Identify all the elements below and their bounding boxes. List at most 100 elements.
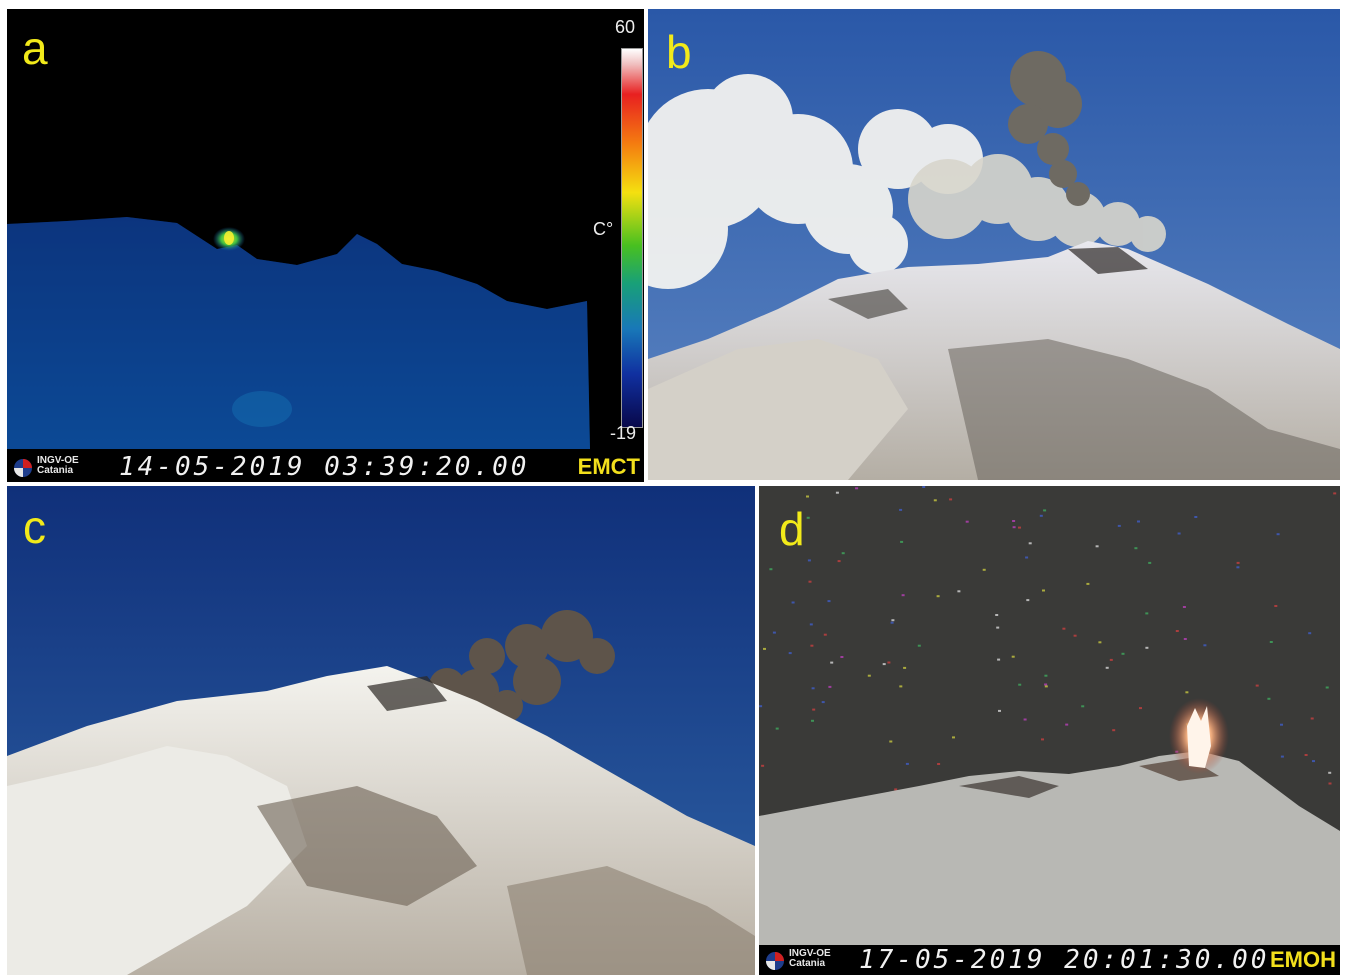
- noise-speck: [811, 687, 815, 690]
- noise-speck: [1073, 634, 1077, 637]
- noise-speck: [1026, 599, 1030, 602]
- noise-speck: [1012, 526, 1016, 529]
- noise-speck: [905, 762, 909, 765]
- noise-speck: [1185, 691, 1189, 694]
- ash-emission-scene: [7, 486, 755, 975]
- noise-speck: [996, 626, 1000, 629]
- overlay-bar-d: INGV-OE Catania 17-05-2019 20:01:30.00 E…: [759, 945, 1340, 975]
- noise-speck: [1236, 561, 1240, 564]
- noise-speck: [899, 685, 903, 688]
- noise-speck: [1308, 632, 1312, 635]
- noise-speck: [1328, 771, 1332, 774]
- noise-speck: [811, 719, 814, 722]
- noise-speck: [1328, 782, 1332, 785]
- noise-speck: [808, 580, 812, 583]
- noise-speck: [1028, 542, 1032, 545]
- noise-speck: [900, 540, 904, 543]
- noise-speck: [1312, 760, 1315, 763]
- noise-speck: [828, 685, 832, 688]
- noise-speck: [1255, 684, 1259, 687]
- noise-speck: [1274, 605, 1278, 607]
- noise-speck: [806, 495, 809, 498]
- noise-speck: [882, 663, 886, 666]
- temperature-colorbar: [621, 48, 643, 428]
- noise-speck: [759, 705, 763, 708]
- noise-speck: [772, 631, 776, 634]
- noise-speck: [827, 600, 831, 603]
- noise-speck: [809, 623, 813, 626]
- noise-speck: [1269, 641, 1273, 643]
- noise-speck: [998, 709, 1001, 712]
- noise-speck: [1333, 492, 1337, 495]
- noise-speck: [933, 499, 937, 502]
- camera-code-d: EMOH: [1270, 947, 1336, 972]
- noise-speck: [899, 508, 903, 511]
- noise-speck: [1098, 641, 1102, 644]
- noise-speck: [769, 568, 773, 571]
- noise-speck: [1086, 582, 1090, 585]
- noise-speck: [1081, 705, 1085, 708]
- noise-speck: [837, 560, 841, 563]
- noise-speck: [807, 559, 811, 562]
- noise-speck: [903, 666, 907, 669]
- noise-speck: [1145, 646, 1149, 649]
- noise-speck: [1012, 520, 1016, 522]
- noise-speck: [891, 619, 895, 622]
- noise-speck: [1267, 697, 1271, 700]
- noise-speck: [1043, 509, 1047, 512]
- noise-speck: [887, 661, 891, 664]
- ingv-line1: INGV-OE: [37, 455, 79, 466]
- noise-speck: [1137, 520, 1140, 523]
- noise-speck: [1044, 685, 1048, 688]
- ingv-line1: INGV-OE: [789, 948, 831, 959]
- ingv-line2: Catania: [37, 465, 74, 476]
- noise-speck: [997, 658, 1001, 661]
- panel-label-d: d: [779, 503, 805, 555]
- ingv-caption: INGV-OE Catania: [37, 456, 79, 476]
- colorbar-min-label: -19: [610, 423, 637, 443]
- noise-speck: [1117, 524, 1121, 527]
- noise-speck: [1062, 627, 1066, 630]
- camera-code-a: EMCT: [577, 454, 640, 479]
- noise-speck: [936, 595, 940, 598]
- noise-speck: [1105, 666, 1109, 669]
- panel-b-photo: b: [648, 9, 1340, 480]
- noise-speck: [901, 594, 905, 597]
- noise-speck: [763, 647, 766, 650]
- noise-speck: [1018, 526, 1021, 529]
- noise-speck: [1203, 644, 1207, 647]
- noise-speck: [957, 590, 961, 593]
- noise-speck: [810, 644, 814, 647]
- noise-speck: [1039, 514, 1043, 517]
- ingv-caption: INGV-OE Catania: [789, 949, 831, 969]
- noise-speck: [1310, 717, 1314, 720]
- noise-speck: [1023, 718, 1027, 721]
- noise-speck: [775, 727, 779, 730]
- noise-speck: [788, 652, 792, 655]
- noise-speck: [867, 674, 871, 677]
- noise-speck: [1145, 612, 1149, 615]
- colorbar-unit-label: C°: [593, 219, 614, 239]
- noise-speck: [1280, 755, 1284, 758]
- ingv-logo-icon: [14, 459, 32, 477]
- panel-label-a: a: [22, 22, 48, 74]
- noise-speck: [1276, 533, 1280, 536]
- ingv-logo-icon: [766, 952, 784, 970]
- noise-speck: [1041, 738, 1044, 741]
- noise-speck: [1236, 566, 1240, 569]
- noise-speck: [952, 736, 955, 739]
- noise-speck: [840, 656, 844, 658]
- noise-speck: [1109, 658, 1113, 661]
- noise-speck: [821, 701, 825, 704]
- noise-speck: [1182, 606, 1186, 608]
- noise-speck: [890, 621, 894, 624]
- noise-speck: [1112, 729, 1116, 732]
- noise-speck: [922, 486, 926, 488]
- noise-speck: [894, 788, 898, 791]
- noise-speck: [1065, 723, 1069, 726]
- noise-speck: [949, 498, 953, 501]
- noise-speck: [841, 552, 845, 555]
- noise-speck: [1011, 655, 1015, 658]
- panel-label-b: b: [666, 26, 692, 78]
- noise-speck: [835, 491, 839, 494]
